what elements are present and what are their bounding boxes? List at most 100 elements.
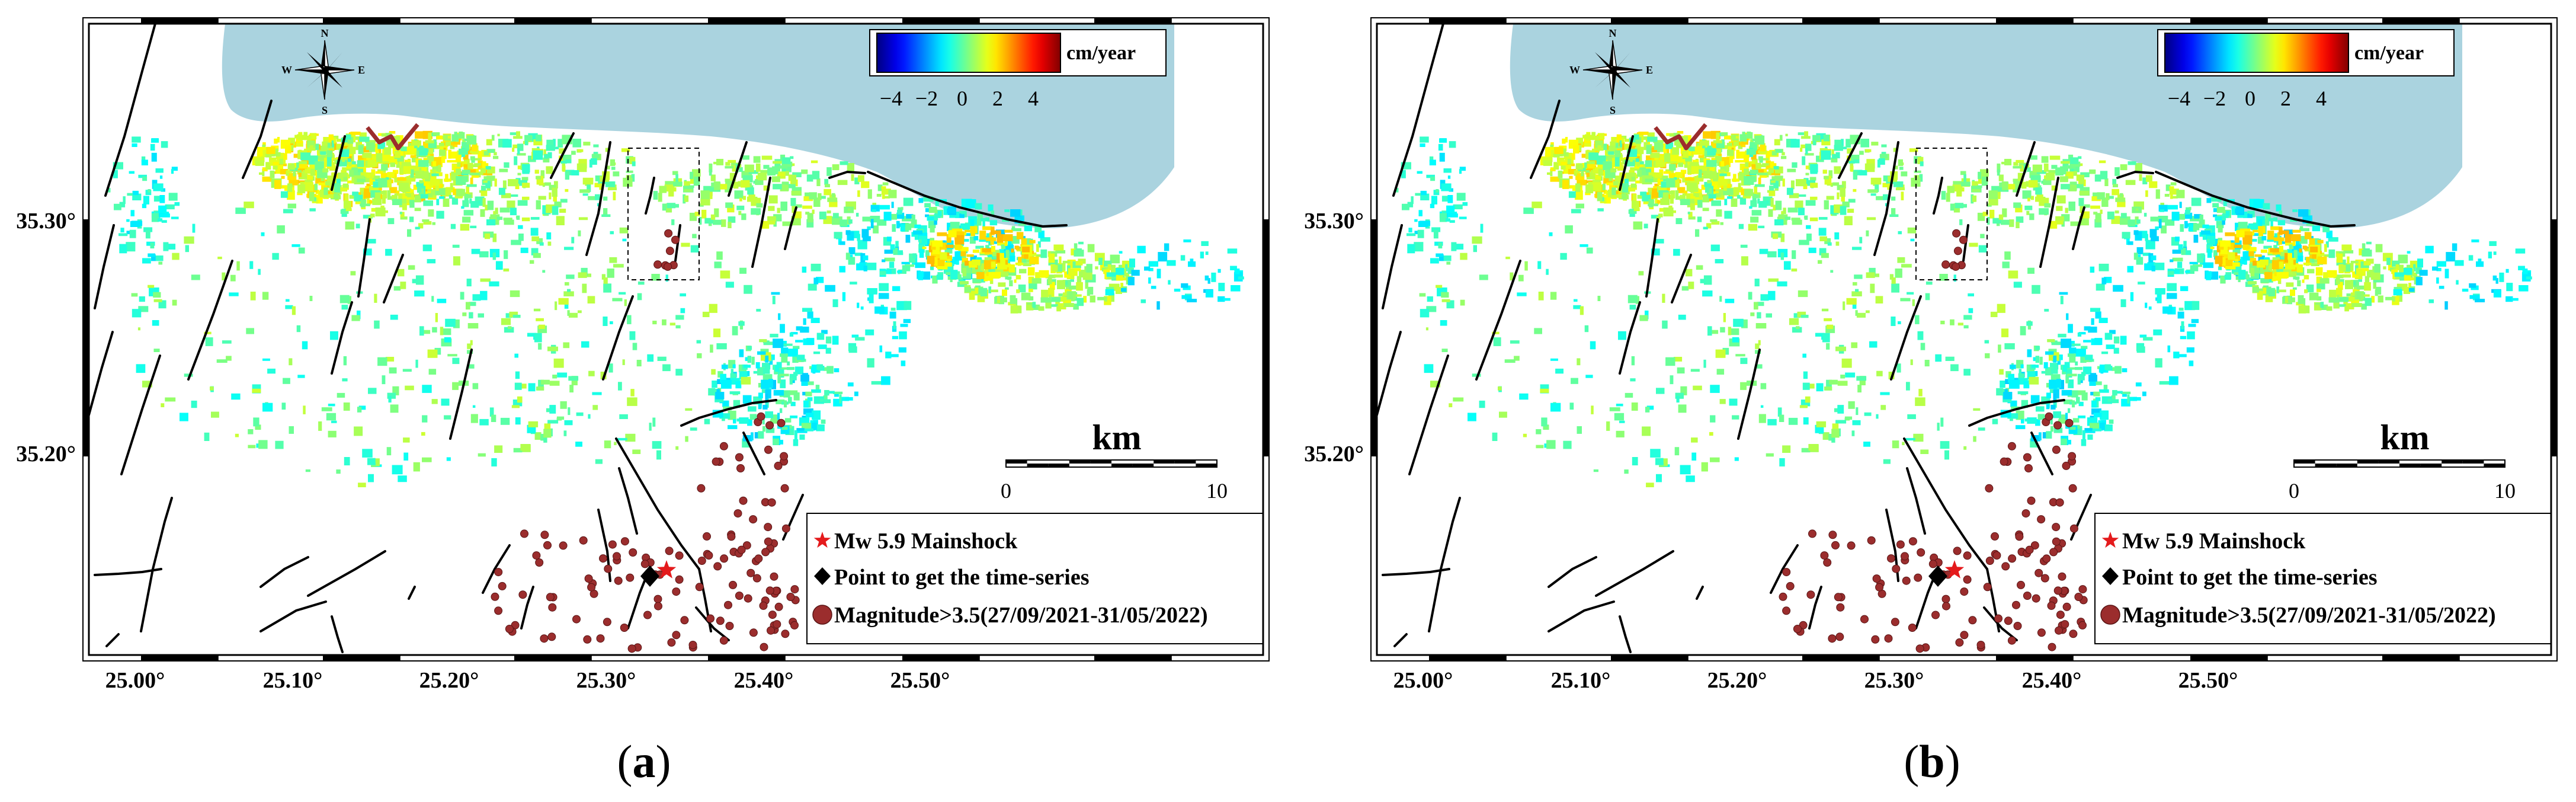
aftershock-marker <box>767 626 775 635</box>
aftershock-marker <box>749 628 758 637</box>
aftershock-marker <box>665 547 674 555</box>
scale-bar-segment <box>1069 460 1091 464</box>
aftershock-marker <box>1860 615 1869 624</box>
aftershock-marker <box>1960 587 1969 596</box>
aftershock-marker <box>764 445 773 454</box>
aftershock-marker <box>629 548 637 557</box>
aftershock-marker <box>746 568 755 577</box>
scale-bar-segment <box>2294 460 2315 464</box>
aftershock-marker <box>1820 551 1829 560</box>
lon-tick-label: 25.30° <box>576 668 636 693</box>
aftershock-marker <box>1828 531 1837 539</box>
aftershock-marker <box>1836 603 1845 612</box>
fault-line <box>1770 544 1799 594</box>
aftershock-marker <box>773 620 781 629</box>
frame-tick-bottom <box>1429 655 1507 661</box>
aftershock-marker <box>1952 229 1961 238</box>
fault-line <box>1933 177 1943 215</box>
aftershock-marker <box>2065 418 2074 427</box>
compass-s: S <box>322 104 328 116</box>
aftershock-marker <box>724 600 732 609</box>
fault-line <box>645 177 655 215</box>
aftershock-marker <box>719 442 728 450</box>
compass-diagonal <box>307 52 327 72</box>
fault-line <box>1547 556 1597 588</box>
colorbar-tick: −4 <box>2168 87 2190 110</box>
aftershock-marker <box>604 564 613 573</box>
aftershock-marker <box>706 614 715 623</box>
caption-a-open: ( <box>617 736 633 787</box>
aftershock-marker <box>781 630 790 638</box>
aftershock-marker <box>1806 590 1815 599</box>
frame-tick-bottom <box>1802 655 1880 661</box>
aftershock-marker <box>2025 545 2034 554</box>
aftershock-marker <box>1994 614 2003 623</box>
compass-s: S <box>1610 104 1616 116</box>
fault-line <box>2030 432 2053 475</box>
aftershock-marker <box>1782 606 1791 615</box>
aftershock-marker <box>498 581 507 590</box>
aftershock-marker <box>494 568 503 577</box>
aftershock-marker <box>1779 592 1787 601</box>
compass-diagonal <box>1613 52 1630 72</box>
frame-tick-top <box>323 18 401 24</box>
aftershock-markers <box>1779 229 2088 653</box>
caption-a-close: ) <box>655 736 671 787</box>
aftershock-marker <box>759 601 768 610</box>
aftershock-marker <box>675 575 684 584</box>
aftershock-marker <box>764 537 773 546</box>
aftershock-marker <box>2078 585 2087 594</box>
fault-line <box>259 556 309 588</box>
frame-tick-bottom <box>141 655 219 661</box>
legend-diamond-icon <box>2102 567 2119 585</box>
aftershock-marker <box>1985 484 1994 493</box>
fault-line <box>449 349 473 440</box>
aftershock-marker <box>584 574 593 583</box>
compass-w: W <box>281 64 292 76</box>
scale-bar-segment <box>2462 460 2484 464</box>
fault-line <box>2116 170 2154 179</box>
aftershock-marker <box>1834 593 1843 602</box>
aftershock-marker <box>1959 235 1968 244</box>
aftershock-marker <box>752 574 761 583</box>
aftershock-marker <box>716 616 725 625</box>
colorbar-ramp <box>876 33 1061 73</box>
aftershock-marker <box>1941 260 1950 269</box>
aftershock-marker <box>1915 644 1924 653</box>
colorbar-tick: 4 <box>2316 87 2327 110</box>
aftershock-marker <box>1786 581 1795 590</box>
lat-tick-label: 35.20° <box>1304 442 1364 466</box>
aftershock-marker <box>559 541 568 550</box>
legend-star-icon <box>2101 532 2119 548</box>
map-svg: cm/year −4 −2 0 2 4 N S E Wkm 0 10 Mw 5.9 Mainshock P… <box>1304 17 2558 693</box>
aftershock-marker <box>1928 560 1937 568</box>
aftershock-marker <box>2008 554 2017 563</box>
fault-line <box>680 399 777 427</box>
fault-line <box>867 171 1068 228</box>
fault-line <box>550 132 575 179</box>
scale-bar-segment <box>1196 464 1217 467</box>
aftershock-marker <box>767 498 776 507</box>
fault-line <box>1873 141 1899 256</box>
aftershock-marker <box>781 524 790 533</box>
aftershock-marker <box>2062 602 2071 611</box>
fault-line <box>828 170 866 179</box>
aftershock-marker <box>704 551 713 560</box>
frame-tick-top <box>1802 18 1880 24</box>
aftershock-marker <box>505 625 514 633</box>
fault-line <box>187 260 233 381</box>
frame-tick-bottom <box>708 655 786 661</box>
scale-bar: km 0 10 <box>2289 418 2516 503</box>
fault-line <box>1619 301 1641 375</box>
fault-line <box>2016 141 2036 197</box>
colorbar-ramp <box>2164 33 2349 73</box>
aftershock-marker <box>1941 595 1950 603</box>
fault-line <box>602 295 634 381</box>
frame-tick-bottom <box>2190 655 2268 661</box>
study-area-box <box>1915 148 1988 280</box>
aftershock-marker <box>768 611 777 619</box>
legend-diamond-icon <box>814 567 831 585</box>
map-svg: cm/year −4 −2 0 2 4 N S E Wkm 0 10 Mw 5.9 Mainshock P… <box>16 17 1270 693</box>
fault-line <box>784 206 797 250</box>
aftershock-marker <box>2074 593 2083 601</box>
